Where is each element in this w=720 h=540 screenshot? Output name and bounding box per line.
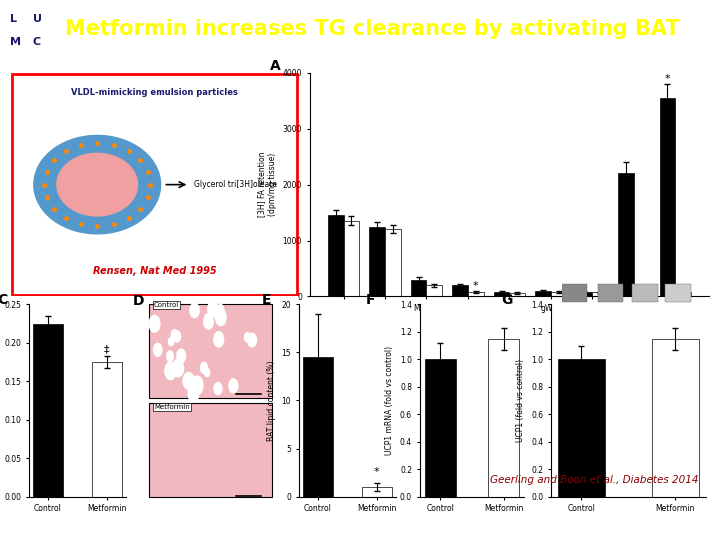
Bar [598, 284, 623, 302]
Circle shape [190, 303, 199, 318]
Bar [487, 339, 519, 497]
Circle shape [171, 330, 178, 340]
Y-axis label: UCP1 mRNA (fold vs control): UCP1 mRNA (fold vs control) [385, 346, 395, 455]
Bar [593, 293, 608, 296]
Circle shape [204, 368, 210, 376]
Circle shape [149, 315, 160, 332]
Bar [343, 221, 359, 296]
Bar [577, 292, 593, 296]
Bar [426, 285, 442, 296]
Bar [425, 359, 456, 497]
Circle shape [208, 301, 218, 318]
Bar [92, 362, 122, 497]
Text: ‡: ‡ [104, 344, 109, 354]
Bar [33, 323, 63, 497]
Text: C: C [0, 293, 8, 307]
Text: E: E [262, 293, 271, 307]
Circle shape [153, 343, 162, 356]
Text: VLDL-mimicking emulsion particles: VLDL-mimicking emulsion particles [71, 88, 238, 97]
FancyBboxPatch shape [12, 74, 297, 295]
Bar [410, 280, 426, 296]
Bar [551, 292, 567, 296]
Polygon shape [34, 136, 161, 234]
Circle shape [165, 362, 176, 380]
Text: *: * [473, 281, 479, 291]
Text: A: A [269, 59, 280, 73]
Text: Geerling and Boon et al., Diabetes 2014: Geerling and Boon et al., Diabetes 2014 [490, 475, 698, 485]
Circle shape [248, 333, 256, 347]
Text: U: U [32, 14, 42, 24]
Circle shape [174, 331, 181, 342]
Polygon shape [57, 153, 138, 216]
Circle shape [214, 382, 222, 395]
Bar [452, 285, 468, 296]
Bar [634, 292, 649, 296]
Text: C: C [32, 37, 41, 47]
Text: 21: 21 [317, 516, 332, 529]
Bar [535, 291, 551, 296]
Bar [562, 284, 587, 302]
Bar [369, 227, 385, 296]
Y-axis label: UCP1 (fold vs control): UCP1 (fold vs control) [516, 359, 526, 442]
Circle shape [229, 379, 238, 393]
Bar [385, 230, 401, 296]
Text: Metformin increases TG clearance by activating BAT: Metformin increases TG clearance by acti… [65, 18, 680, 38]
Circle shape [183, 373, 194, 389]
Text: M: M [10, 37, 22, 47]
Circle shape [245, 333, 251, 342]
Bar [665, 284, 690, 302]
Bar [149, 303, 272, 397]
Bar [328, 215, 343, 296]
Bar [510, 293, 525, 296]
Circle shape [200, 362, 207, 373]
Y-axis label: BAT lipid content (%): BAT lipid content (%) [267, 360, 276, 441]
Circle shape [172, 359, 184, 377]
Bar [660, 98, 675, 296]
Circle shape [204, 314, 212, 326]
Y-axis label: [3H] FA retention
(dpm/mg tissue): [3H] FA retention (dpm/mg tissue) [258, 152, 277, 218]
Text: L: L [10, 14, 17, 24]
Circle shape [168, 338, 174, 346]
Circle shape [217, 305, 224, 315]
Text: F: F [366, 293, 375, 307]
Bar [675, 292, 691, 296]
Bar [303, 357, 333, 497]
Bar [632, 284, 657, 302]
Text: Glycerol tri[3H]oleate: Glycerol tri[3H]oleate [194, 180, 276, 189]
Text: *: * [374, 468, 379, 477]
Text: Patrick Rensen: Patrick Rensen [29, 516, 116, 529]
Circle shape [167, 351, 174, 361]
Text: Metformin: Metformin [154, 404, 189, 410]
Bar [362, 487, 392, 497]
Text: D: D [132, 294, 144, 308]
Circle shape [191, 376, 203, 395]
Text: *: * [665, 75, 670, 84]
Bar [652, 339, 698, 497]
Bar [494, 292, 510, 296]
Bar [149, 403, 272, 497]
Circle shape [188, 384, 199, 402]
Text: Control: Control [154, 302, 179, 308]
Circle shape [215, 309, 226, 326]
Circle shape [214, 332, 224, 347]
Circle shape [204, 314, 213, 329]
Bar [468, 292, 484, 296]
Bar [558, 359, 605, 497]
Bar [618, 173, 634, 296]
Circle shape [177, 349, 186, 362]
Text: G: G [501, 293, 513, 307]
Text: Rensen, Nat Med 1995: Rensen, Nat Med 1995 [93, 266, 217, 276]
